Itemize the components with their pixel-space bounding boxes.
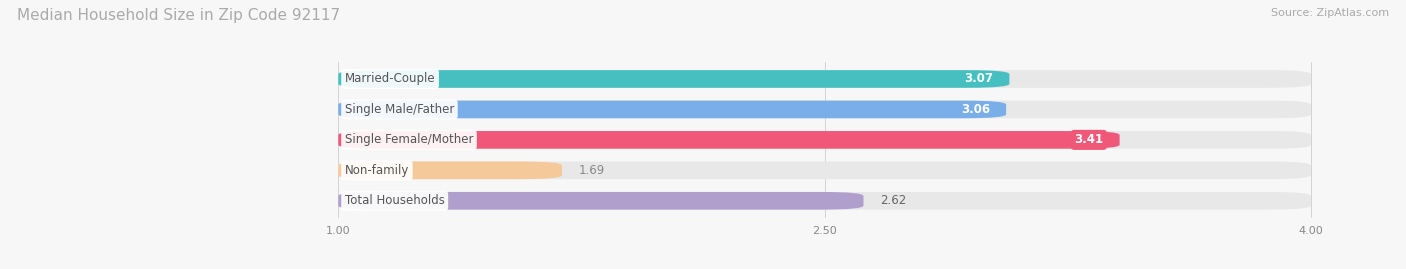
Text: Married-Couple: Married-Couple (344, 72, 436, 86)
FancyBboxPatch shape (339, 161, 1310, 179)
Text: Single Female/Mother: Single Female/Mother (344, 133, 474, 146)
FancyBboxPatch shape (339, 192, 863, 210)
FancyBboxPatch shape (339, 131, 1119, 149)
Text: Median Household Size in Zip Code 92117: Median Household Size in Zip Code 92117 (17, 8, 340, 23)
Text: 3.06: 3.06 (960, 103, 990, 116)
Text: Non-family: Non-family (344, 164, 409, 177)
Text: Total Households: Total Households (344, 194, 444, 207)
Text: 1.69: 1.69 (578, 164, 605, 177)
Text: 3.41: 3.41 (1074, 133, 1104, 146)
FancyBboxPatch shape (339, 161, 562, 179)
FancyBboxPatch shape (339, 70, 1310, 88)
Text: Source: ZipAtlas.com: Source: ZipAtlas.com (1271, 8, 1389, 18)
FancyBboxPatch shape (339, 192, 1310, 210)
FancyBboxPatch shape (339, 131, 1310, 149)
FancyBboxPatch shape (339, 70, 1010, 88)
Text: 3.07: 3.07 (965, 72, 993, 86)
FancyBboxPatch shape (339, 101, 1310, 118)
Text: Single Male/Father: Single Male/Father (344, 103, 454, 116)
FancyBboxPatch shape (339, 101, 1007, 118)
Text: 2.62: 2.62 (880, 194, 905, 207)
